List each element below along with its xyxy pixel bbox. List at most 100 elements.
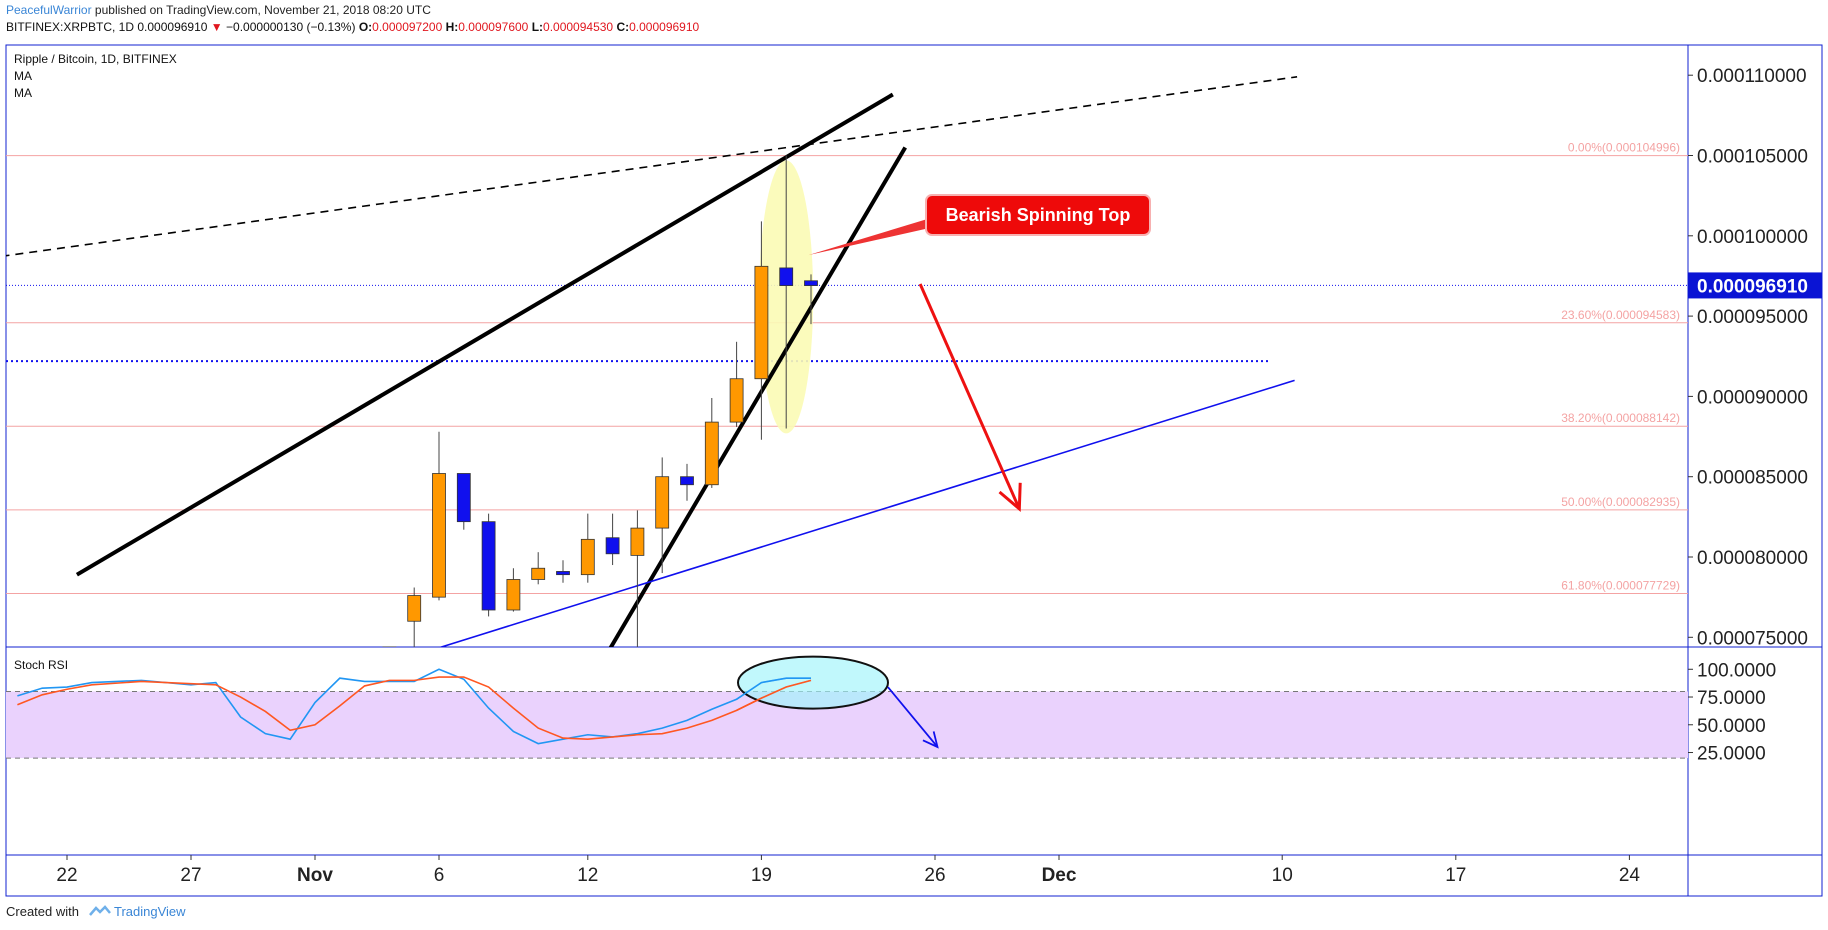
author-link[interactable]: PeacefulWarrior — [6, 3, 92, 17]
published-text: published on TradingView.com, November 2… — [91, 3, 431, 17]
time-axis-label: 26 — [924, 865, 945, 886]
legend-ma-1: MA — [14, 69, 32, 83]
candle — [655, 457, 670, 574]
time-axis-label: Dec — [1042, 865, 1077, 886]
callout-text: Bearish Spinning Top — [946, 205, 1131, 225]
price-axis-label: 0.000090000 — [1697, 387, 1808, 408]
low-label: L: — [531, 20, 544, 34]
stoch-d-line — [17, 676, 812, 741]
stoch-axis-label: 75.0000 — [1697, 688, 1766, 709]
stoch-plot-area — [6, 655, 1688, 759]
trend-line — [608, 146, 907, 647]
candle — [382, 646, 397, 647]
stoch-k-line — [17, 668, 811, 745]
price-axis-label: 0.000105000 — [1697, 147, 1808, 168]
time-axis-label: Nov — [297, 865, 333, 886]
price-axis-label: 0.000095000 — [1697, 307, 1808, 328]
stoch-axis-label: 50.0000 — [1697, 716, 1766, 737]
candle-body — [531, 567, 546, 580]
candle-body — [456, 473, 471, 523]
price-axis-label: 0.000080000 — [1697, 548, 1808, 569]
chart-frame — [5, 44, 1823, 897]
candle-body — [481, 521, 496, 611]
close-value: 0.000096910 — [629, 20, 700, 34]
candle — [680, 463, 694, 501]
candle-body — [704, 421, 719, 486]
ohlc-info: BITFINEX:XRPBTC, 1D 0.000096910 ▼ −0.000… — [6, 20, 699, 34]
last-price: 0.000096910 — [137, 20, 208, 34]
candle-body — [779, 267, 794, 286]
time-axis-label: 19 — [751, 865, 772, 886]
bearish-arrow-head — [998, 482, 1022, 512]
tradingview-logo-icon — [88, 905, 111, 916]
candle — [556, 560, 570, 583]
stoch-down-arrow-head — [922, 731, 939, 749]
trend-line — [438, 379, 1295, 647]
low-value: 0.000094530 — [543, 20, 614, 34]
stoch-axis-label: 25.0000 — [1697, 744, 1766, 765]
stoch-d-tail — [736, 679, 812, 712]
time-axis-label: 27 — [180, 865, 201, 886]
candle — [804, 274, 818, 325]
fib-level-label: 61.80%(0.000077729) — [1561, 578, 1680, 592]
created-with-label: Created with — [6, 904, 79, 919]
open-value: 0.000097200 — [372, 20, 443, 34]
overbought-highlight — [737, 655, 889, 710]
candle — [580, 513, 595, 583]
time-axis-label: 6 — [434, 865, 445, 886]
price-axis-label: 0.000085000 — [1697, 468, 1808, 489]
high-label: H: — [445, 20, 459, 34]
chart-legend-title: Ripple / Bitcoin, 1D, BITFINEX — [14, 52, 177, 66]
fib-level-label: 50.00%(0.000082935) — [1561, 495, 1680, 509]
candle-body — [680, 476, 694, 486]
publish-info: PeacefulWarrior published on TradingView… — [6, 3, 431, 17]
stoch-axis-label: 100.0000 — [1697, 660, 1776, 681]
candle — [407, 587, 422, 647]
candle-body — [580, 538, 595, 576]
dashed-trend-line — [6, 76, 1298, 257]
fib-level-label: 38.20%(0.000088142) — [1561, 411, 1680, 425]
time-axis-label: 22 — [56, 865, 77, 886]
close-label: C: — [616, 20, 630, 34]
current-price-tag — [1688, 272, 1822, 299]
fib-level-label: 23.60%(0.000094583) — [1561, 308, 1680, 322]
price-axis-label: 0.000110000 — [1697, 66, 1807, 87]
candle-body — [556, 571, 570, 576]
open-label: O: — [358, 20, 373, 34]
change-arrow-icon: ▼ — [210, 20, 223, 34]
candle-body — [506, 579, 521, 611]
candle — [506, 568, 521, 612]
time-axis-label: 10 — [1272, 865, 1293, 886]
time-axis-label: 17 — [1445, 865, 1466, 886]
candle — [456, 473, 471, 530]
candle-body — [754, 265, 769, 380]
candle-body — [729, 378, 744, 423]
candle-body — [382, 646, 397, 647]
candle — [605, 513, 620, 566]
candle — [729, 341, 744, 427]
candle-body — [630, 527, 645, 556]
candle — [531, 552, 546, 585]
candle — [779, 155, 794, 429]
legend-ma-2: MA — [14, 86, 32, 100]
stoch-down-arrow — [887, 686, 939, 748]
candle — [704, 398, 719, 488]
candle — [630, 510, 645, 647]
stoch-k-tail — [736, 677, 811, 700]
bearish-arrow — [918, 283, 1021, 510]
candle — [481, 513, 496, 617]
candle-body — [432, 473, 446, 598]
candle — [754, 221, 769, 440]
candle-body — [804, 280, 818, 286]
high-value: 0.000097600 — [458, 20, 529, 34]
candle — [432, 431, 446, 601]
time-axis-label: 12 — [577, 865, 598, 886]
trend-line — [75, 92, 894, 577]
price-change: −0.000000130 (−0.13%) — [226, 20, 356, 34]
current-price-label: 0.000096910 — [1697, 276, 1808, 297]
price-axis-label: 0.000100000 — [1697, 227, 1808, 248]
time-axis-label: 24 — [1619, 865, 1641, 886]
callout-pointer — [808, 217, 934, 256]
tradingview-brand-link[interactable]: TradingView — [114, 904, 186, 919]
